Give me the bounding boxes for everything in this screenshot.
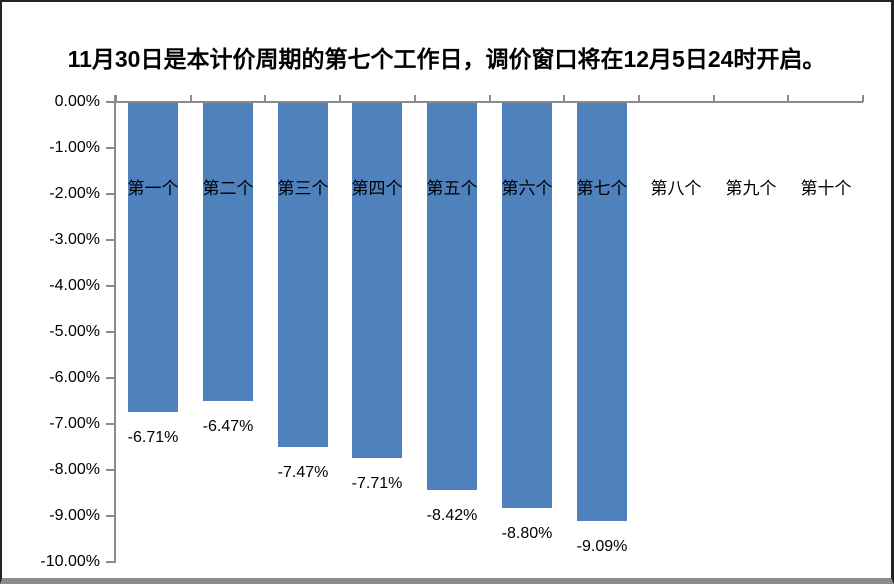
data-label-1: -6.71% <box>127 429 179 446</box>
y-axis-label: -7.00% <box>49 415 100 432</box>
x-axis-tick <box>563 95 565 102</box>
bar-6 <box>502 103 552 508</box>
data-label-5: -8.42% <box>426 507 478 524</box>
y-axis-label: 0.00% <box>54 93 100 110</box>
y-axis-tick <box>106 469 114 471</box>
category-label-9: 第九个 <box>725 179 777 198</box>
bar-7 <box>577 103 627 521</box>
x-axis-tick <box>339 95 341 102</box>
x-axis-tick <box>190 95 192 102</box>
category-label-8: 第八个 <box>650 179 702 198</box>
y-axis-tick <box>106 423 114 425</box>
y-axis-tick <box>106 285 114 287</box>
data-label-4: -7.71% <box>351 475 403 492</box>
category-label-10: 第十个 <box>800 179 852 198</box>
data-label-6: -8.80% <box>501 525 553 542</box>
category-label-4: 第四个 <box>351 179 403 198</box>
y-axis-tick <box>106 147 114 149</box>
bar-3 <box>278 103 328 447</box>
y-axis-tick <box>106 101 114 103</box>
y-axis-tick <box>106 515 114 517</box>
category-label-1: 第一个 <box>127 179 179 198</box>
chart-title: 11月30日是本计价周期的第七个工作日，调价窗口将在12月5日24时开启。 <box>67 46 826 72</box>
data-label-7: -9.09% <box>576 538 628 555</box>
category-label-2: 第二个 <box>202 179 254 198</box>
y-axis-label: -5.00% <box>49 323 100 340</box>
bar-1 <box>128 103 178 412</box>
category-label-7: 第七个 <box>576 179 628 198</box>
bar-2 <box>203 103 253 401</box>
category-label-3: 第三个 <box>277 179 329 198</box>
x-axis-tick <box>713 95 715 102</box>
y-axis-label: -8.00% <box>49 461 100 478</box>
bar-5 <box>427 103 477 490</box>
x-axis-tick <box>264 95 266 102</box>
x-axis-line <box>114 101 863 103</box>
y-axis-tick <box>106 377 114 379</box>
x-axis-tick <box>862 95 864 102</box>
y-axis-tick <box>106 561 114 563</box>
x-axis-tick <box>414 95 416 102</box>
y-axis-label: -2.00% <box>49 185 100 202</box>
y-axis-tick <box>106 331 114 333</box>
x-axis-tick <box>115 95 117 102</box>
x-axis-tick <box>638 95 640 102</box>
x-axis-tick <box>787 95 789 102</box>
x-axis-tick <box>489 95 491 102</box>
y-axis-label: -10.00% <box>40 553 100 570</box>
y-axis-tick <box>106 239 114 241</box>
y-axis-label: -3.00% <box>49 231 100 248</box>
y-axis-label: -1.00% <box>49 139 100 156</box>
bar-4 <box>352 103 402 458</box>
category-label-6: 第六个 <box>501 179 553 198</box>
y-axis-tick <box>106 193 114 195</box>
y-axis-label: -4.00% <box>49 277 100 294</box>
data-label-3: -7.47% <box>277 464 329 481</box>
y-axis-label: -9.00% <box>49 507 100 524</box>
data-label-2: -6.47% <box>202 418 254 435</box>
y-axis-line <box>114 95 116 563</box>
y-axis-label: -6.00% <box>49 369 100 386</box>
category-label-5: 第五个 <box>426 179 478 198</box>
